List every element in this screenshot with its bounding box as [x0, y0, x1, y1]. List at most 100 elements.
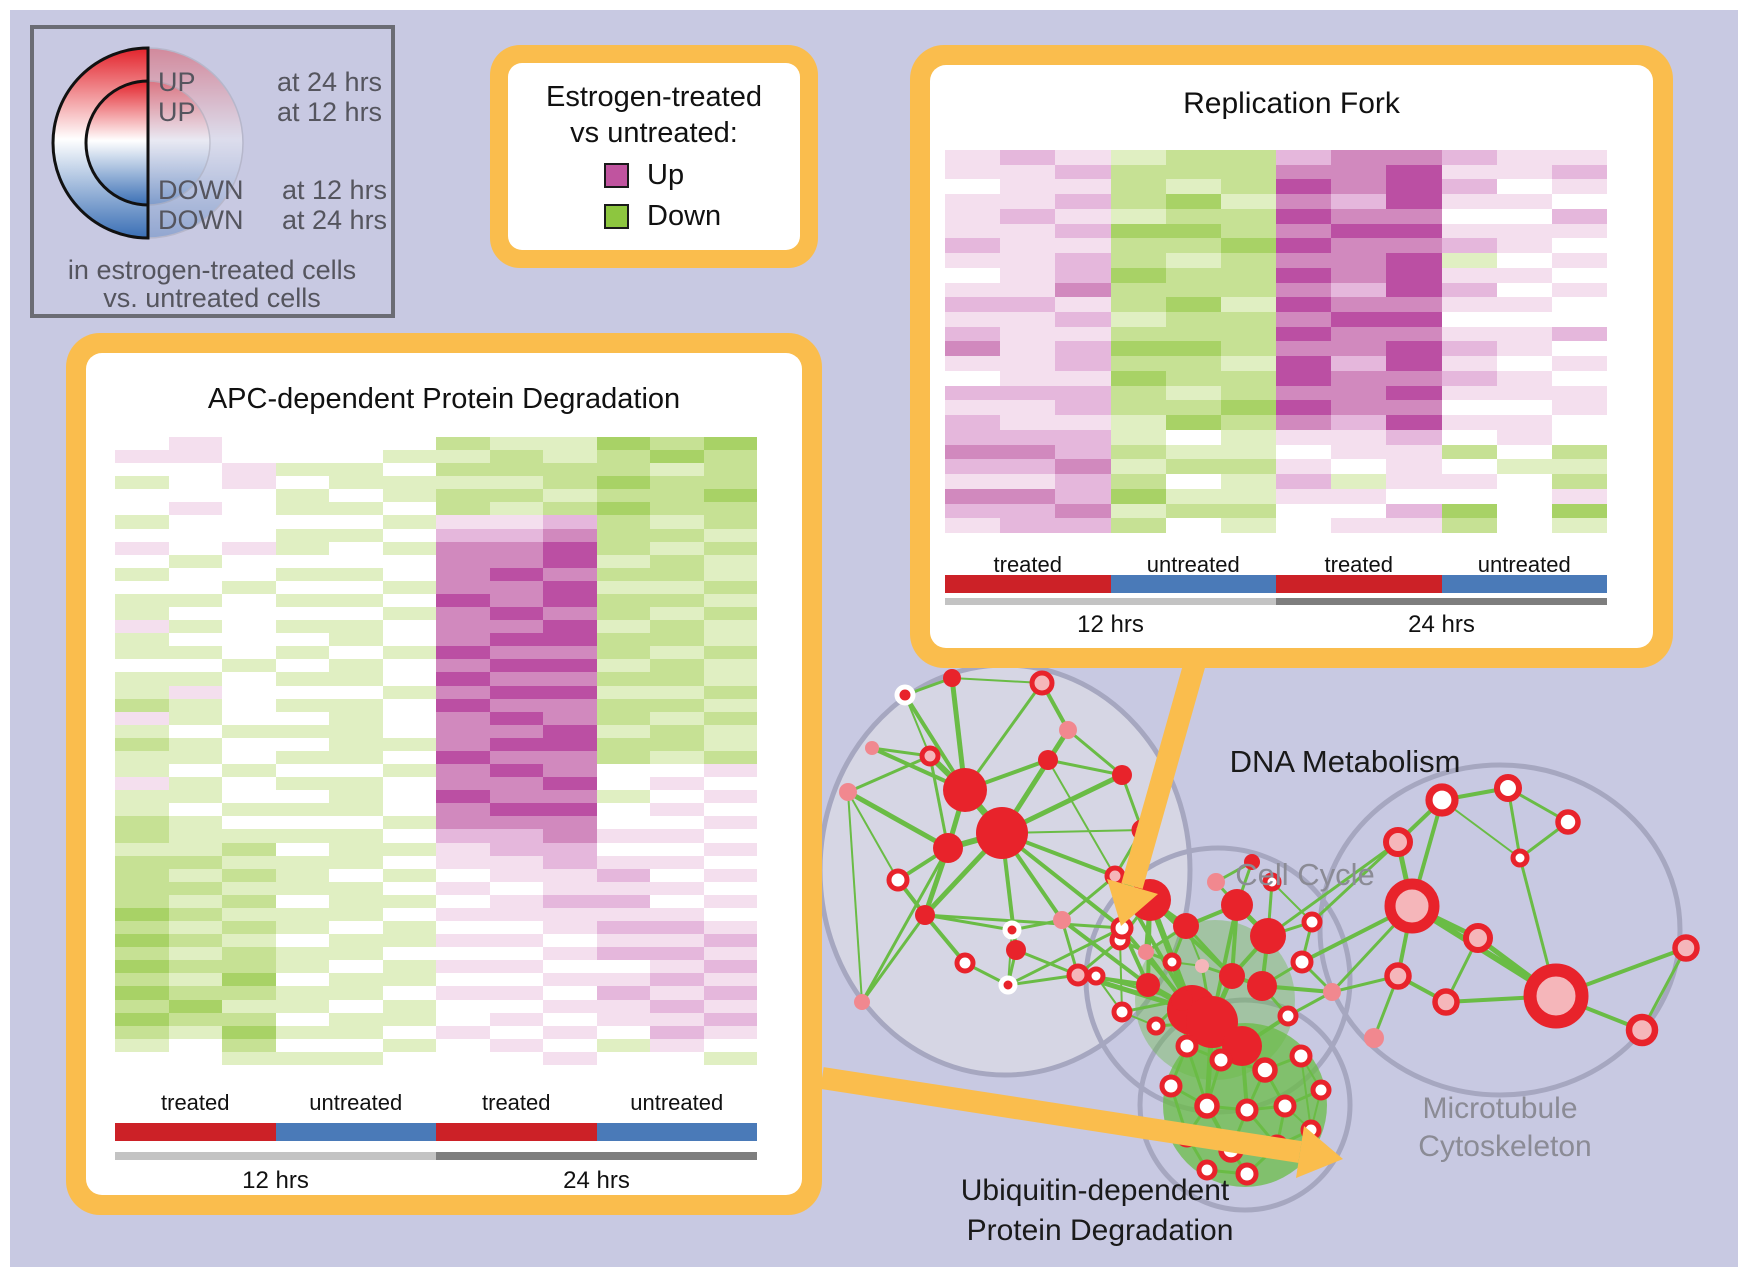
heatmap-cell [1496, 282, 1552, 298]
heatmap-cell [650, 816, 704, 830]
heatmap-cell [382, 711, 436, 725]
network-label: Ubiquitin-dependent [961, 1174, 1230, 1207]
heatmap-cell [382, 633, 436, 647]
heatmap-cell [596, 437, 650, 451]
network-edge [1007, 973, 1079, 987]
heatmap-cell [596, 816, 650, 830]
heatmap-cell [329, 881, 383, 895]
heatmap-cell [703, 1012, 757, 1026]
heatmap-cell [222, 554, 276, 568]
heatmap-cell [168, 724, 222, 738]
heatmap-cell [1276, 503, 1332, 519]
gene-node [1112, 765, 1132, 785]
heatmap-cell [382, 973, 436, 987]
gene-node [1384, 878, 1440, 934]
heatmap-cell [168, 842, 222, 856]
apc-treatment-bars [115, 1123, 757, 1141]
heatmap-cell [1386, 282, 1442, 298]
heatmap-cell [1165, 326, 1221, 342]
heatmap-cell [382, 737, 436, 751]
heatmap-cell [222, 816, 276, 830]
gene-node [976, 807, 1028, 859]
heatmap-cell [115, 960, 169, 974]
heatmap-cell [489, 437, 543, 451]
heatmap-cell [1276, 326, 1332, 342]
heatmap-cell [115, 1025, 169, 1039]
heatmap-cell [275, 1012, 329, 1026]
heatmap-cell [1276, 400, 1332, 416]
heatmap-cell [650, 842, 704, 856]
heatmap-cell [543, 593, 597, 608]
heatmap-cell [1165, 312, 1221, 327]
gene-node [1138, 944, 1154, 960]
heatmap-cell [945, 282, 1001, 298]
network-edge [924, 913, 1123, 930]
heatmap-cell [1110, 164, 1166, 180]
heatmap-cell [1055, 164, 1111, 180]
heatmap-cell [222, 593, 276, 608]
heatmap-cell [329, 515, 383, 529]
heatmap-cell [115, 1051, 169, 1065]
heatmap-cell [275, 698, 329, 712]
heatmap-cell [703, 986, 757, 1000]
heatmap-cell [596, 829, 650, 843]
heatmap-cell [436, 750, 490, 765]
heatmap-cell [436, 868, 490, 882]
heatmap-cell [436, 894, 490, 908]
heatmap-cell [703, 502, 757, 516]
heatmap-cell [1165, 444, 1221, 460]
heatmap-cell [168, 659, 222, 673]
heatmap-cell [436, 986, 490, 1000]
heatmap-cell [1055, 385, 1111, 401]
heatmap-cell [436, 450, 490, 464]
heatmap-cell [543, 450, 597, 464]
heatmap-cell [1165, 503, 1221, 519]
heatmap-cell [168, 463, 222, 477]
gene-node [894, 684, 916, 706]
heatmap-cell [382, 986, 436, 1000]
heatmap-cell [382, 580, 436, 594]
heatmap-cell [382, 593, 436, 608]
heatmap-cell [945, 194, 1001, 209]
heatmap-cell [1551, 503, 1607, 519]
heatmap-cell [1220, 297, 1276, 313]
heatmap-cell [329, 999, 383, 1013]
heatmap-cell [382, 1038, 436, 1052]
heatmap-cell [703, 554, 757, 568]
heatmap-cell [115, 1038, 169, 1052]
heatmap-cell [596, 607, 650, 621]
heatmap-cell [115, 947, 169, 961]
heatmap-cell [222, 986, 276, 1000]
heatmap-cell [945, 341, 1001, 357]
legend-down-inner-time: at 12 hrs [282, 175, 387, 205]
heatmap-cell [1331, 194, 1387, 209]
gene-node [1364, 1028, 1384, 1048]
heatmap-cell [115, 646, 169, 660]
heatmap-cell [436, 685, 490, 699]
gene-node [1219, 963, 1245, 989]
network-label: Protein Degradation [967, 1214, 1234, 1247]
heatmap-cell [1496, 459, 1552, 475]
heatmap-cell [1441, 194, 1497, 209]
heatmap-cell [329, 724, 383, 738]
heatmap-cell [115, 777, 169, 791]
heatmap-cell [1441, 503, 1497, 519]
heatmap-cell [382, 463, 436, 477]
heatmap-cell [596, 764, 650, 778]
heatmap-cell [1551, 474, 1607, 489]
heatmap-cell [382, 554, 436, 568]
heatmap-cell [489, 502, 543, 516]
heatmap-cell [703, 724, 757, 738]
heatmap-cell [1331, 488, 1387, 504]
heatmap-cell [436, 921, 490, 935]
heatmap-cell [596, 1038, 650, 1052]
heatmap-cell [596, 777, 650, 791]
heatmap-cell [650, 711, 704, 725]
heatmap-cell [1386, 444, 1442, 460]
heatmap-cell [382, 855, 436, 869]
heatmap-cell [1055, 326, 1111, 342]
heatmap-cell [650, 921, 704, 935]
heatmap-cell [650, 607, 704, 621]
heatmap-cell [1110, 150, 1166, 165]
heatmap-cell [329, 711, 383, 725]
